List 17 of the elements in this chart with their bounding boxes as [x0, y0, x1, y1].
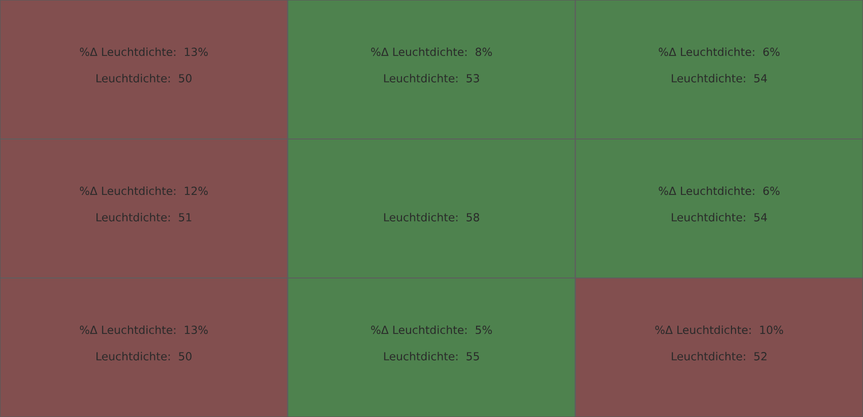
annotation: %Δ Leuchtdichte: 6%: [658, 186, 780, 196]
data-label: Leuchtdichte: 51: [96, 212, 192, 222]
annotation: %Δ Leuchtdichte: 13%: [80, 47, 208, 56]
data-label: Leuchtdichte: 50: [96, 352, 192, 360]
data-label: Leuchtdichte: 58: [384, 212, 480, 222]
annotation: %Δ Leuchtdichte: 5%: [371, 325, 492, 334]
data-label: Leuchtdichte: 55: [384, 352, 479, 360]
data-label: Leuchtdichte: 54: [672, 212, 767, 222]
annotation: %Δ Leuchtdichte: 6%: [658, 47, 780, 56]
data-label: Leuchtdichte: 53: [384, 74, 480, 82]
annotation: %Δ Leuchtdichte: 13%: [80, 325, 208, 334]
annotation: %Δ Leuchtdichte: 8%: [371, 47, 492, 56]
data-label: Leuchtdichte: 52: [672, 352, 766, 360]
data-label: Leuchtdichte: 50: [96, 74, 192, 82]
annotation: %Δ Leuchtdichte: 10%: [655, 325, 784, 334]
annotation: %Δ Leuchtdichte: 12%: [80, 186, 208, 196]
data-label: Leuchtdichte: 54: [672, 74, 767, 82]
